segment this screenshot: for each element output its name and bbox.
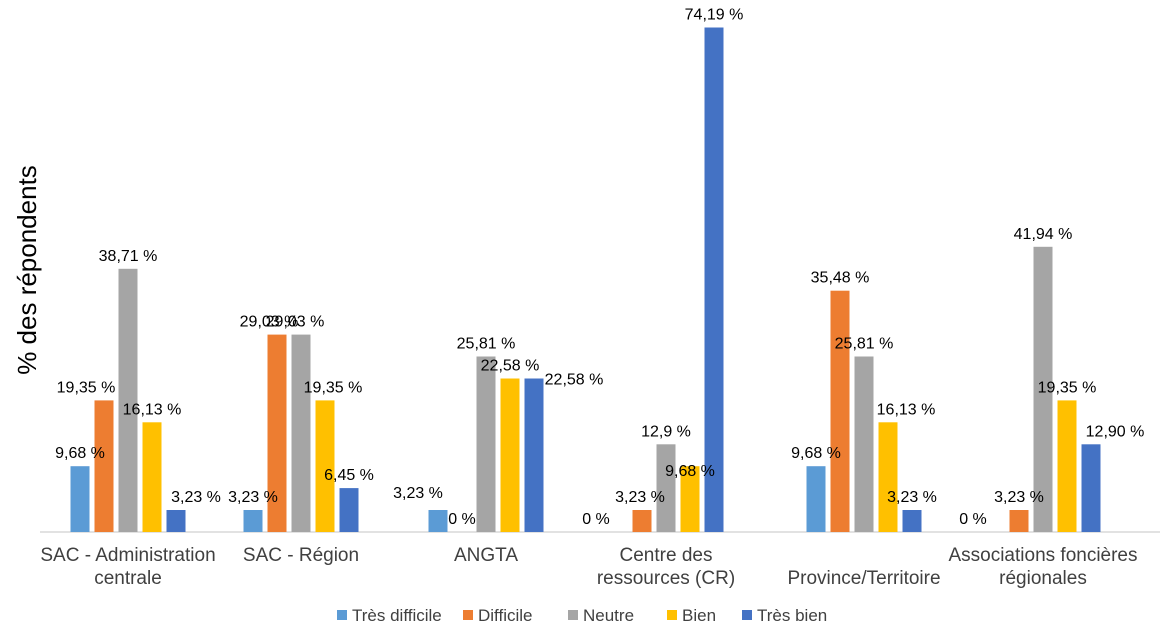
category-label: Associations foncières régionales [948, 545, 1137, 589]
bar [830, 290, 850, 532]
y-axis-title: % des répondents [12, 165, 42, 375]
data-label: 3,23 % [615, 489, 665, 506]
legend-swatch [463, 610, 473, 620]
bars-group [70, 27, 1101, 533]
data-label: 9,68 % [55, 445, 105, 462]
data-label: 9,68 % [791, 445, 841, 462]
bar [1081, 444, 1101, 532]
data-label: 3,23 % [887, 489, 937, 506]
data-label: 25,81 % [457, 336, 516, 353]
bar [524, 378, 544, 532]
bar [704, 27, 724, 532]
category-label: ANGTA [454, 545, 518, 566]
category-label: SAC - Administration centrale [40, 545, 215, 589]
data-label: 29,03 % [240, 314, 299, 331]
data-label: 29,03 % [266, 314, 325, 331]
bar [142, 422, 162, 532]
legend-swatch [742, 610, 752, 620]
legend: Très difficile Difficile Neutre Bien Très bi… [337, 606, 827, 625]
data-label: 0 % [582, 511, 610, 528]
bar [267, 334, 287, 532]
legend-label: Très difficile [352, 606, 442, 625]
data-label: 19,35 % [304, 379, 363, 396]
legend-label: Bien [682, 606, 716, 625]
bar [118, 268, 138, 532]
category-label: Province/Territoire [787, 568, 940, 589]
data-label: 22,58 % [481, 358, 540, 375]
data-label: 9,68 % [665, 463, 715, 480]
bar [428, 510, 448, 532]
data-label: 38,71 % [99, 248, 158, 265]
data-label: 16,13 % [123, 401, 182, 418]
bar [902, 510, 922, 532]
bar [291, 334, 311, 532]
bar [166, 510, 186, 532]
bar [94, 400, 114, 532]
data-label: 25,81 % [835, 336, 894, 353]
bar [1057, 400, 1077, 532]
bar [878, 422, 898, 532]
data-label: 6,45 % [324, 467, 374, 484]
data-label: 12,9 % [641, 423, 691, 440]
data-label: 19,35 % [57, 379, 116, 396]
bar [854, 356, 874, 532]
data-label: 0 % [448, 511, 476, 528]
category-label: SAC - Région [243, 545, 359, 566]
bar [339, 488, 359, 532]
legend-label: Très bien [757, 606, 827, 625]
data-label: 35,48 % [811, 270, 870, 287]
bar [632, 510, 652, 532]
legend-swatch [337, 610, 347, 620]
data-label: 16,13 % [877, 401, 936, 418]
bar [243, 510, 263, 532]
bar [656, 444, 676, 532]
data-labels-group: 9,68 % 19,35 % 38,71 % 16,13 % 3,23 % 3,23 % 2… [55, 7, 1144, 529]
legend-swatch [568, 610, 578, 620]
legend-label: Neutre [583, 606, 634, 625]
bar [500, 378, 520, 532]
data-label: 12,90 % [1086, 423, 1145, 440]
data-label: 3,23 % [994, 489, 1044, 506]
data-label: 3,23 % [171, 489, 221, 506]
bar [1033, 246, 1053, 533]
bar [70, 466, 90, 532]
data-label: 74,19 % [685, 7, 744, 24]
category-label: Centre des ressources (CR) [597, 545, 735, 589]
data-label: 0 % [959, 511, 987, 528]
bar [476, 356, 496, 532]
legend-swatch [667, 610, 677, 620]
legend-label: Difficile [478, 606, 532, 625]
bar [1009, 510, 1029, 532]
data-label: 3,23 % [393, 485, 443, 502]
bar [806, 466, 826, 532]
bar [315, 400, 335, 532]
data-label: 3,23 % [228, 489, 278, 506]
data-label: 19,35 % [1038, 379, 1097, 396]
data-label: 22,58 % [545, 372, 604, 389]
data-label: 41,94 % [1014, 226, 1073, 243]
bar [680, 466, 700, 532]
category-labels-group: SAC - Administration centrale SAC - Région… [40, 545, 1137, 589]
